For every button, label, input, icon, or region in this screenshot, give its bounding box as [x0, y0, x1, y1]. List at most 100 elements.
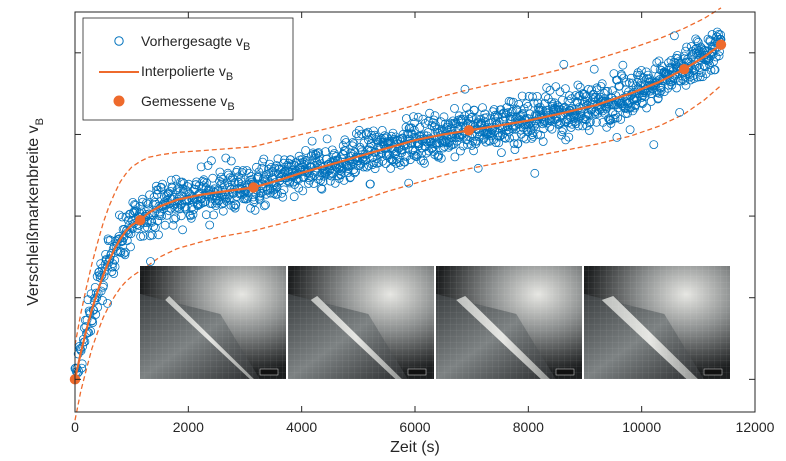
predicted-vb-point: [418, 114, 428, 124]
predicted-vb-point: [365, 179, 375, 189]
predicted-vb-point: [538, 106, 548, 115]
predicted-vb-point: [195, 199, 205, 209]
predicted-vb-point: [485, 136, 495, 146]
predicted-vb-point: [655, 89, 664, 98]
predicted-vb-point: [673, 51, 682, 60]
legend-sub-measured: B: [227, 101, 234, 113]
predicted-vb-point: [246, 203, 256, 213]
micrograph-panel: [436, 266, 582, 379]
predicted-vb-point: [169, 214, 179, 224]
predicted-vb-point: [675, 108, 684, 117]
predicted-vb-point: [616, 115, 626, 124]
predicted-vb-point: [618, 60, 628, 70]
legend: Vorhergesagte v B Interpolierte vB Gemess…: [82, 17, 294, 121]
predicted-vb-point: [462, 134, 472, 144]
predicted-vb-point: [645, 86, 655, 96]
predicted-vb-point: [160, 220, 170, 230]
predicted-vb-point: [649, 140, 659, 150]
predicted-vb-point: [357, 129, 367, 139]
predicted-vb-point: [496, 148, 506, 158]
predicted-vb-point: [201, 210, 211, 220]
micrograph-panel: [288, 266, 434, 379]
predicted-vb-point: [380, 131, 390, 141]
predicted-vb-point: [434, 150, 444, 160]
predicted-vb-point: [567, 119, 577, 129]
predicted-vb-point: [126, 223, 136, 233]
predicted-vb-point: [573, 121, 583, 131]
predicted-vb-point: [547, 124, 557, 134]
predicted-vb-point: [670, 31, 679, 41]
predicted-vb-point: [517, 91, 527, 101]
predicted-vb-point: [561, 135, 571, 145]
predicted-vb-point: [84, 328, 93, 337]
predicted-vb-point: [308, 172, 317, 182]
predicted-vb-point: [103, 298, 112, 308]
predicted-vb-point: [545, 122, 555, 132]
predicted-vb-point: [575, 82, 585, 92]
predicted-vb-point: [653, 93, 663, 103]
predicted-vb-point: [217, 178, 227, 188]
predicted-vb-point: [617, 71, 627, 81]
legend-entry-interpolated: Interpolierte vB: [141, 63, 233, 83]
predicted-vb-point: [179, 179, 189, 188]
predicted-vb-point: [336, 169, 346, 179]
predicted-vb-point: [547, 97, 556, 107]
predicted-vb-point: [496, 131, 506, 141]
predicted-vb-point: [589, 64, 599, 74]
predicted-vb-point: [659, 87, 669, 97]
predicted-vb-point: [171, 174, 181, 184]
legend-text-predicted: Vorhergesagte v: [141, 33, 243, 49]
predicted-vb-point: [551, 82, 561, 91]
predicted-vb-point: [188, 209, 198, 219]
predicted-vb-point: [107, 262, 117, 272]
predicted-vb-point: [618, 99, 627, 108]
predicted-vb-point: [325, 176, 335, 186]
predicted-vb-point: [693, 37, 703, 47]
predicted-vb-point: [638, 91, 648, 100]
predicted-vb-point: [362, 162, 372, 172]
y-axis-label-subscript: B: [34, 118, 46, 125]
predicted-vb-point: [155, 208, 165, 218]
predicted-vb-point: [158, 179, 167, 189]
predicted-vb-point: [98, 296, 107, 305]
predicted-vb-point: [116, 248, 126, 257]
predicted-vb-point: [586, 117, 595, 127]
predicted-vb-point: [450, 104, 459, 113]
predicted-vb-point: [289, 192, 299, 202]
predicted-vb-point: [528, 131, 538, 141]
predicted-vb-point: [500, 132, 509, 142]
predicted-vb-point: [664, 58, 673, 68]
predicted-vb-point: [110, 255, 120, 265]
measured-vb-points-layer: [69, 39, 727, 385]
predicted-vb-point: [695, 72, 705, 82]
predicted-vb-point: [528, 92, 537, 102]
predicted-vb-point: [698, 72, 708, 82]
predicted-vb-point: [673, 54, 683, 63]
predicted-vb-point: [177, 177, 187, 187]
predicted-vb-point: [250, 205, 260, 215]
micrograph-panel: [140, 266, 286, 379]
predicted-vb-point: [584, 126, 594, 135]
predicted-vb-point: [335, 165, 345, 175]
predicted-vb-point: [478, 103, 487, 112]
predicted-vb-point: [110, 262, 120, 272]
predicted-vb-point: [369, 126, 378, 136]
predicted-vb-point: [218, 206, 228, 216]
predicted-vb-point: [528, 128, 538, 138]
predicted-vb-point: [374, 158, 384, 168]
predicted-vb-point: [707, 30, 717, 39]
predicted-vb-point: [255, 195, 265, 205]
predicted-vb-point: [689, 74, 699, 83]
legend-entry-measured: Gemessene vB: [141, 93, 235, 113]
predicted-vb-point: [299, 173, 309, 183]
predicted-vb-point: [555, 87, 565, 97]
predicted-vb-point: [209, 210, 219, 220]
scale-bar: [555, 368, 575, 376]
predicted-vb-point: [242, 166, 252, 175]
predicted-vb-point: [619, 73, 629, 83]
predicted-vb-point: [152, 190, 162, 199]
predicted-vb-point: [278, 192, 288, 202]
predicted-vb-point: [681, 80, 691, 90]
predicted-vb-point: [469, 106, 479, 115]
predicted-vb-point: [229, 201, 239, 211]
